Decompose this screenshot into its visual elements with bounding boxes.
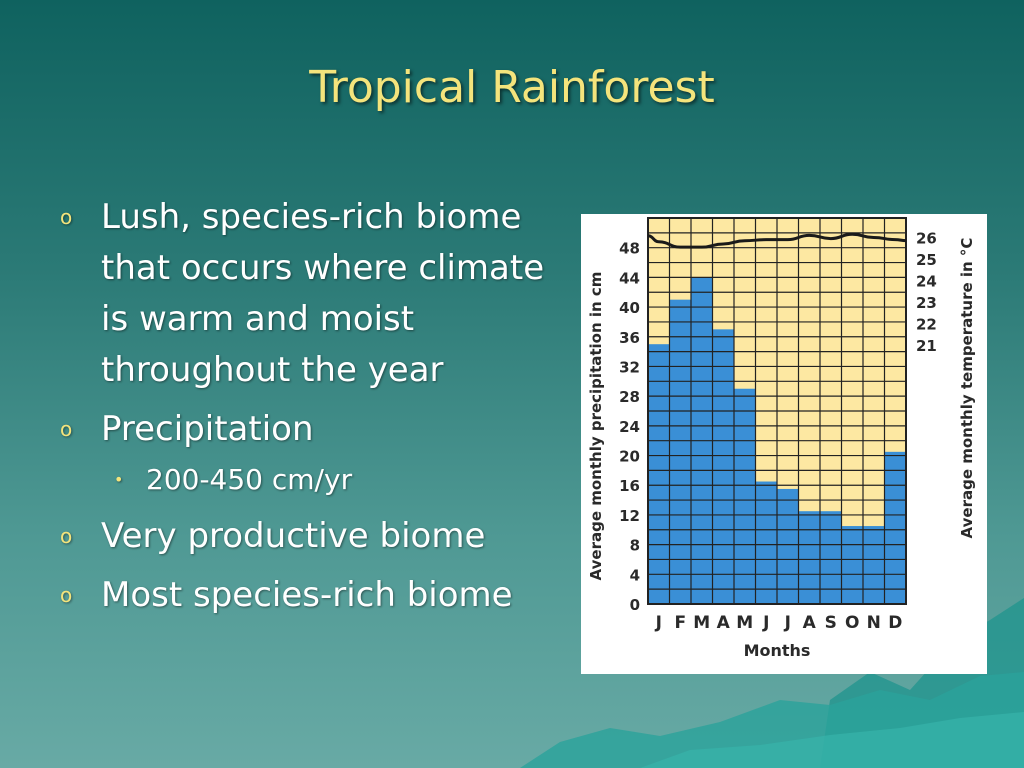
- y2-tick-label: 23: [916, 294, 937, 312]
- x-tick-label: D: [888, 613, 902, 633]
- precipitation-bar: [648, 344, 670, 604]
- x-tick-label: F: [674, 613, 686, 633]
- precipitation-bar: [863, 526, 885, 604]
- y2-tick-label: 25: [916, 251, 937, 269]
- precipitation-bar: [734, 388, 756, 604]
- precipitation-bar: [798, 511, 820, 604]
- bullet-marker: o: [60, 583, 73, 607]
- bullet-item: o Most species-rich biome: [58, 570, 558, 621]
- temperature-line: [647, 232, 907, 249]
- bullet-marker: o: [60, 524, 73, 548]
- bullet-marker: o: [60, 417, 73, 441]
- precipitation-bar: [841, 526, 863, 604]
- x-tick-label: J: [784, 613, 791, 633]
- bullet-item: o Precipitation: [58, 404, 558, 455]
- bullet-item: o Lush, species-rich biome that occurs w…: [58, 192, 558, 396]
- bullet-text: Lush, species-rich biome that occurs whe…: [101, 197, 545, 390]
- y-tick-label: 4: [630, 566, 640, 584]
- x-tick-label: O: [845, 613, 859, 633]
- x-tick-label: A: [717, 613, 731, 633]
- x-tick-label: S: [825, 613, 837, 633]
- y-tick-label: 48: [619, 240, 640, 258]
- x-tick-label: J: [655, 613, 662, 633]
- precipitation-bar: [669, 299, 691, 604]
- bullet-list: o Lush, species-rich biome that occurs w…: [58, 192, 558, 629]
- y-tick-label: 44: [619, 269, 640, 287]
- precipitation-bar: [884, 451, 906, 604]
- y-tick-label: 36: [619, 329, 640, 347]
- bullet-text: Very productive biome: [101, 516, 486, 556]
- y2-tick-label: 26: [916, 230, 937, 248]
- y-tick-label: 20: [619, 448, 640, 466]
- sub-bullet-item: • 200-450 cm/yr: [58, 459, 558, 501]
- precipitation-bar: [755, 481, 777, 604]
- precipitation-bar: [712, 329, 734, 604]
- y-tick-label: 28: [619, 388, 640, 406]
- x-axis-label: Months: [744, 641, 811, 660]
- y-tick-label: 0: [630, 596, 640, 614]
- y2-tick-label: 24: [916, 273, 937, 291]
- precipitation-bar: [820, 511, 842, 604]
- y2-tick-label: 22: [916, 316, 937, 334]
- y-tick-label: 40: [619, 299, 640, 317]
- bullet-item: o Very productive biome: [58, 511, 558, 562]
- x-tick-label: M: [693, 613, 710, 633]
- x-tick-label: M: [736, 613, 753, 633]
- bullet-text: Most species-rich biome: [101, 575, 513, 615]
- y-tick-label: 32: [619, 358, 640, 376]
- y2-tick-label: 21: [916, 337, 937, 355]
- sub-bullet-marker: •: [114, 470, 124, 489]
- y-tick-label: 12: [619, 507, 640, 525]
- x-tick-label: N: [867, 613, 881, 633]
- bullet-marker: o: [60, 205, 73, 229]
- sub-bullet-text: 200-450 cm/yr: [146, 463, 353, 496]
- x-tick-label: A: [803, 613, 817, 633]
- y-axis-label: Average monthly precipitation in cm: [587, 272, 605, 581]
- bullet-text: Precipitation: [101, 409, 314, 449]
- y-tick-label: 16: [619, 477, 640, 495]
- plot-border: [647, 217, 907, 605]
- y2-axis-label: Average monthly temperature in °C: [958, 238, 976, 539]
- precipitation-bar: [777, 488, 799, 604]
- y-tick-label: 8: [630, 537, 640, 555]
- y-tick-label: 24: [619, 418, 640, 436]
- slide-title: Tropical Rainforest: [309, 62, 715, 113]
- x-tick-label: J: [762, 613, 769, 633]
